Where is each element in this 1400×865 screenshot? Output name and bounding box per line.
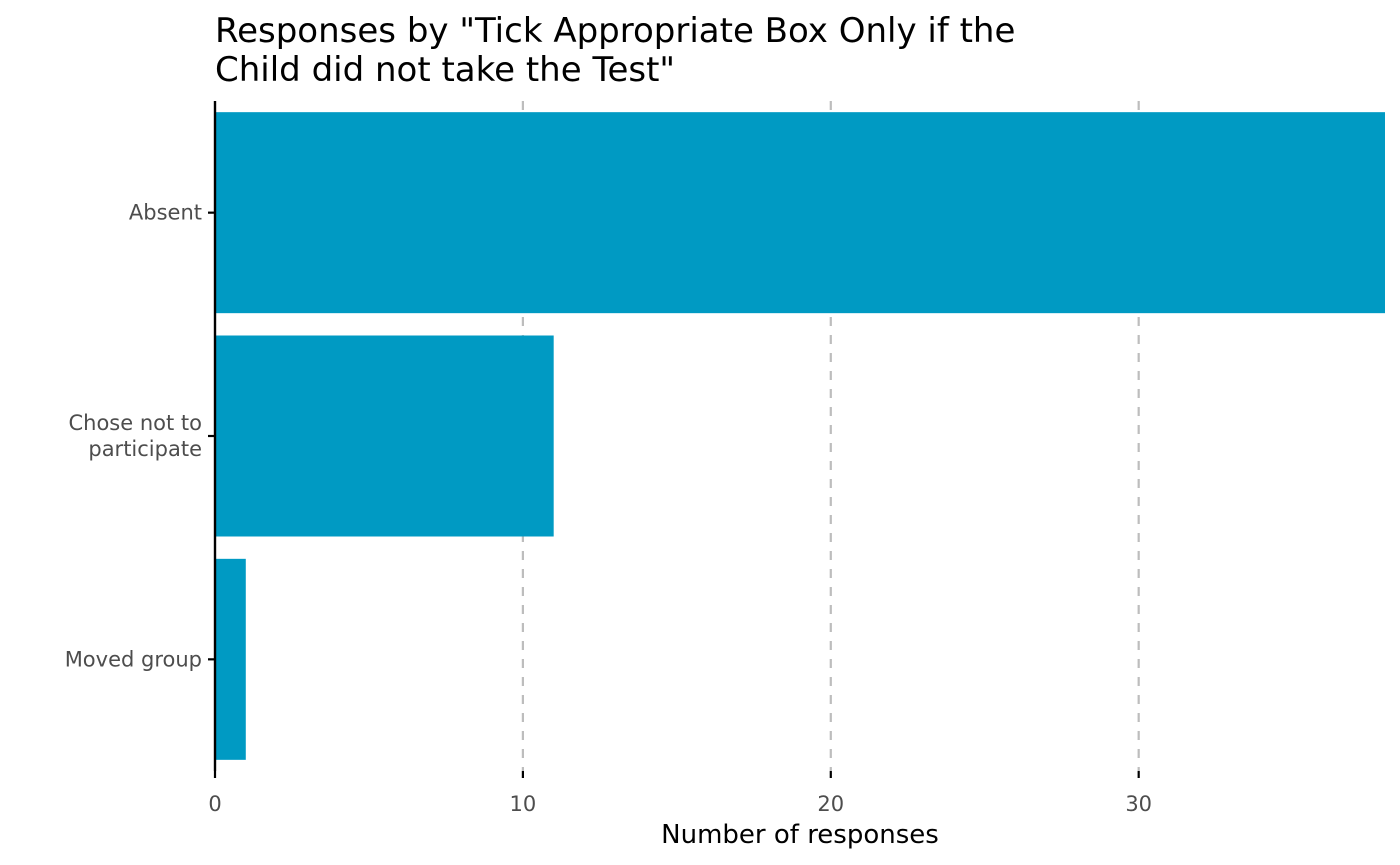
chart-title-line-1: Responses by "Tick Appropriate Box Only … xyxy=(215,11,1015,51)
bar-chose-not-to-participate xyxy=(215,335,554,537)
bars xyxy=(215,112,1385,760)
category-label-chose-not-to-participate: Chose not to participate xyxy=(68,411,202,461)
category-label-absent: Absent xyxy=(129,201,202,225)
chart-title-line-2: Child did not take the Test" xyxy=(215,50,675,90)
x-tick-label-10: 10 xyxy=(510,792,537,816)
x-tick-label-0: 0 xyxy=(208,792,221,816)
category-label-moved-group: Moved group xyxy=(65,647,202,671)
chart-title: Responses by "Tick Appropriate Box Only … xyxy=(215,11,1015,90)
category-labels: Absent Chose not to participate Moved group xyxy=(65,201,202,672)
axes xyxy=(208,101,1140,778)
bar-moved-group xyxy=(215,558,246,760)
x-axis-title: Number of responses xyxy=(661,820,939,850)
x-tick-label-30: 30 xyxy=(1125,792,1152,816)
bar-absent xyxy=(215,112,1385,314)
x-tick-labels: 0 10 20 30 xyxy=(208,792,1152,816)
x-tick-label-20: 20 xyxy=(817,792,844,816)
